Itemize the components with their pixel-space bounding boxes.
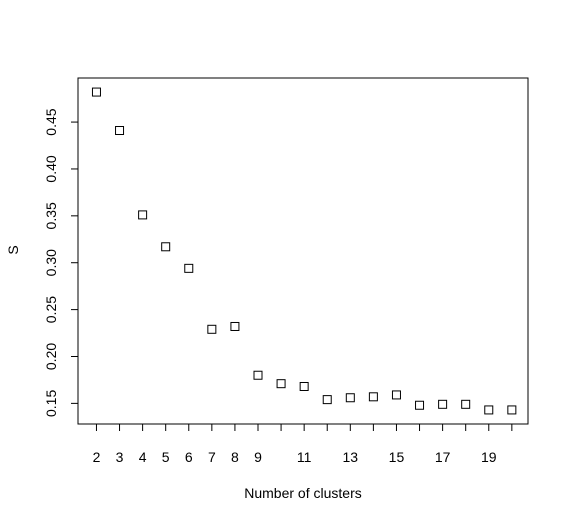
y-axis: 0.15 0.20 0.25 0.30 0.35 0.40 0.45: [43, 108, 79, 417]
data-point: [461, 399, 471, 409]
y-axis-title: S: [5, 245, 21, 254]
y-tick-label: 0.45: [43, 108, 59, 135]
data-points: [91, 87, 517, 415]
x-axis: 2 3 4 5 6 7 8 9 11 13 15 17 19: [93, 423, 513, 465]
x-tick-label: 6: [185, 449, 193, 465]
data-point: [184, 263, 194, 273]
data-point: [345, 393, 355, 403]
data-point: [415, 400, 425, 410]
x-tick-label: 9: [254, 449, 262, 465]
x-tick-label: 3: [116, 449, 124, 465]
x-tick-label: 4: [139, 449, 147, 465]
data-point: [299, 381, 309, 391]
data-point: [161, 242, 171, 252]
x-tick-label: 7: [208, 449, 216, 465]
x-axis-title: Number of clusters: [244, 485, 361, 501]
plot-frame: [77, 77, 529, 425]
data-point: [207, 324, 217, 334]
x-tick-label: 17: [435, 449, 451, 465]
y-tick-label: 0.40: [43, 155, 59, 182]
data-point: [484, 405, 494, 415]
y-tick-label: 0.25: [43, 296, 59, 323]
data-point: [322, 395, 332, 405]
data-point: [91, 87, 101, 97]
data-point: [368, 392, 378, 402]
x-tick-label: 8: [231, 449, 239, 465]
data-point: [115, 126, 125, 136]
y-tick-label: 0.20: [43, 343, 59, 370]
x-tick-label: 5: [162, 449, 170, 465]
data-point: [507, 405, 517, 415]
data-point: [253, 370, 263, 380]
y-tick-label: 0.15: [43, 390, 59, 417]
x-tick-label: 2: [93, 449, 101, 465]
data-point: [230, 321, 240, 331]
x-tick-label: 11: [297, 449, 312, 465]
data-point: [391, 390, 401, 400]
x-tick-label: 15: [389, 449, 405, 465]
y-tick-label: 0.30: [43, 249, 59, 276]
data-point: [276, 379, 286, 389]
x-tick-label: 19: [481, 449, 497, 465]
data-point: [438, 399, 448, 409]
x-tick-label: 13: [343, 449, 359, 465]
data-point: [138, 210, 148, 220]
y-tick-label: 0.35: [43, 202, 59, 229]
